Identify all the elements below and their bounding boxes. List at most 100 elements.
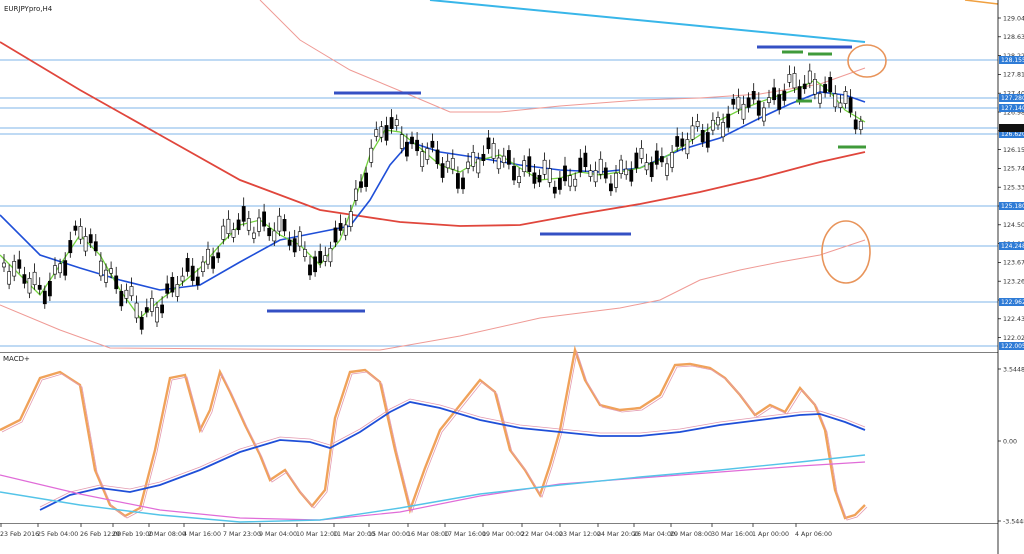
candle-body [323,255,328,262]
candle-body [129,286,134,297]
ma-red-line [0,41,866,227]
candle-body [99,260,103,277]
candle-body [588,170,593,177]
highlight-circle-top [847,44,887,78]
candle-body [114,275,119,290]
candle-body [389,117,394,129]
candle-body [379,126,384,138]
candle-body [767,97,771,103]
candle-body [58,263,63,274]
candle-body [73,225,78,231]
price-axis[interactable]: 129.042128.632128.222127.812127.402126.9… [997,0,1024,554]
candle-body [461,177,465,190]
candle-body [343,224,348,236]
candle-body [593,170,598,183]
level-label-box [999,104,1024,112]
level-label: 128.155 [1001,57,1024,64]
time-tick-label: 16 Mar 08:00 [407,531,449,538]
candle-body [761,107,766,122]
level-label-box [999,342,1024,350]
candle-body [792,73,797,89]
candle-body [252,232,256,239]
candle-body [491,143,496,159]
level-label: 122.962 [1001,299,1024,306]
support-resistance-levels [0,59,998,347]
candle-body [88,234,93,244]
candle-body [843,91,848,104]
price-tick-label: 122.432 [1003,316,1024,323]
candle-body [756,100,761,116]
candle-body [624,168,629,176]
level-label: 127.140 [1001,105,1024,112]
time-tick-label: 29 Mar 08:00 [670,531,712,538]
candle-body [608,183,613,192]
candle-body [2,262,6,268]
time-tick-label: 1 Apr 00:00 [752,531,789,538]
macd-oscillator-signal [1,350,868,521]
candle-body [578,157,583,173]
candle-body [353,188,358,201]
candle-body [639,148,644,159]
candle-body [537,174,542,183]
macd-panel[interactable]: MACD+ 3.5448 0.00 -3.5448 [0,345,1024,525]
price-tick-label: 124.502 [1003,222,1024,229]
time-tick-label: 26 Feb 12:00 [80,531,121,538]
time-tick-label: 26 Mar 04:00 [633,531,675,538]
candle-body [93,241,98,252]
candle-body [828,77,833,93]
candle-body [710,119,715,131]
time-tick-label: 29 Feb 19:00 [112,531,153,538]
time-tick-label: 30 Mar 16:00 [711,531,753,538]
candle-body [170,276,175,293]
candle-body [726,113,731,128]
candle-body [583,152,588,168]
candle-body [12,261,17,277]
price-tick-label: 126.982 [1003,109,1024,116]
bollinger-upper [259,0,866,113]
candle-body [807,70,812,84]
candle-body [430,140,435,148]
price-tick-label: 127.812 [1003,72,1024,79]
candle-body [78,226,83,240]
candle-body [201,261,205,272]
price-chart[interactable]: EURJPYpro,H4 [0,0,999,351]
candle-body [435,149,440,165]
price-tick-label: 129.042 [1003,15,1024,22]
candle-body [282,219,287,232]
price-tick-label: 125.742 [1003,166,1024,173]
candle-body [812,79,817,95]
macd-tick-label: -3.5448 [1003,518,1024,525]
time-tick-label: 11 Mar 20:00 [333,531,375,538]
candle-body [374,129,379,137]
candle-body [445,160,450,169]
moving-averages [0,0,999,351]
price-tick-label: 123.672 [1003,260,1024,267]
candle-body [277,215,282,232]
candle-body [598,158,603,175]
highlight-circle-bottom [821,220,871,284]
candle-body [241,206,246,222]
candle-body [17,259,22,269]
candle-body [731,98,736,105]
candle-body [231,229,236,238]
trend-line-cyan [429,0,866,43]
candle-body [496,157,501,170]
candle-body [690,125,695,140]
candle-body [858,120,863,130]
level-label: 126.620 [1001,131,1024,138]
candle-body [440,163,445,178]
candle-body [563,165,567,182]
candle-body [455,173,460,189]
level-price-labels: 128.155127.280127.140126.760126.620125.1… [999,56,1024,350]
candle-body [47,280,52,297]
candle-body [27,278,32,294]
candle-body [573,178,578,187]
candle-body [476,158,481,174]
time-tick-label: 15 Mar 00:00 [368,531,410,538]
candle-body [144,307,149,313]
candle-body [32,271,37,286]
candle-body [853,119,858,130]
